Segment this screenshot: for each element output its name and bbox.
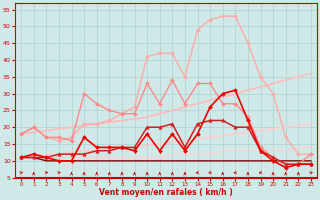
X-axis label: Vent moyen/en rafales ( km/h ): Vent moyen/en rafales ( km/h ) <box>99 188 233 197</box>
